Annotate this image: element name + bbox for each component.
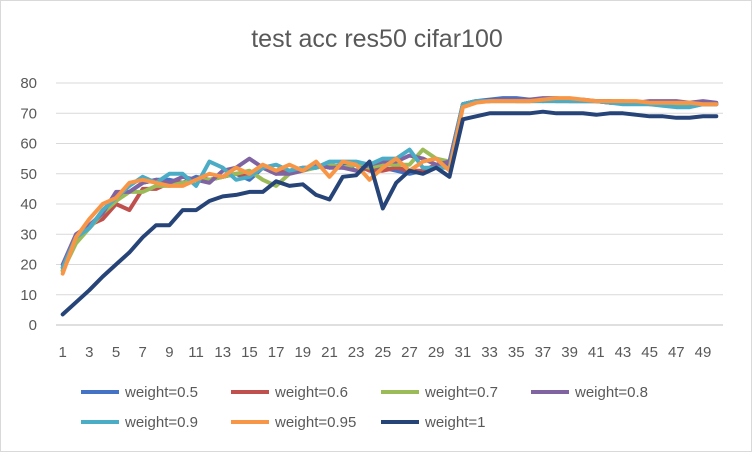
x-tick-label: 7 [139,344,147,361]
x-tick-label: 19 [294,344,311,361]
chart-title: test acc res50 cifar100 [251,25,503,53]
x-tick-label: 17 [268,344,285,361]
legend-item: weight=0.7 [381,384,498,401]
x-tick-label: 21 [321,344,338,361]
legend-label: weight=1 [424,414,485,431]
y-tick-label: 80 [20,75,37,92]
series-lines [60,96,719,317]
y-tick-label: 10 [20,287,37,304]
x-tick-label: 43 [615,344,632,361]
x-tick-label: 15 [241,344,258,361]
legend-label: weight=0.9 [124,414,198,431]
x-tick-label: 47 [668,344,685,361]
legend: weight=0.5 weight=0.6 weight=0.7 weight=0.8… [81,384,648,431]
x-tick-label: 49 [695,344,712,361]
x-tick-label: 29 [428,344,445,361]
legend-label: weight=0.5 [124,384,198,401]
y-tick-label: 70 [20,105,37,122]
y-tick-label: 30 [20,226,37,243]
x-tick-label: 33 [481,344,498,361]
x-tick-label: 45 [641,344,658,361]
legend-label: weight=0.95 [274,414,356,431]
x-tick-label: 1 [58,344,66,361]
legend-item: weight=0.9 [81,414,198,431]
x-tick-label: 23 [348,344,365,361]
x-tick-label: 41 [588,344,605,361]
x-tick-label: 31 [455,344,472,361]
series-line-weight-1 [60,109,719,317]
y-tick-label: 0 [29,317,37,334]
y-tick-label: 50 [20,166,37,183]
legend-item: weight=0.8 [531,384,648,401]
legend-item: weight=0.6 [231,384,348,401]
y-tick-label: 40 [20,196,37,213]
legend-label: weight=0.7 [424,384,498,401]
x-tick-label: 5 [112,344,120,361]
x-tick-label: 3 [85,344,93,361]
y-axis: 0 10 20 30 40 50 60 70 80 [20,75,37,334]
y-tick-label: 60 [20,136,37,153]
x-tick-label: 11 [188,344,204,361]
series-line-weight-0-95 [60,96,719,276]
x-tick-label: 25 [374,344,391,361]
legend-item: weight=0.5 [81,384,198,401]
x-axis: 1 3 5 7 9 11 13 15 17 19 21 23 25 27 29 31 33 35 37 39 41 43 4… [58,344,711,361]
legend-item: weight=0.95 [231,414,356,431]
legend-label: weight=0.8 [574,384,648,401]
x-tick-label: 9 [165,344,173,361]
legend-label: weight=0.6 [274,384,348,401]
y-tick-label: 20 [20,257,37,274]
x-tick-label: 13 [214,344,231,361]
legend-item: weight=1 [381,414,485,431]
gridlines [56,82,723,326]
x-tick-label: 35 [508,344,525,361]
x-tick-label: 39 [561,344,578,361]
x-tick-label: 27 [401,344,418,361]
x-tick-label: 37 [535,344,552,361]
